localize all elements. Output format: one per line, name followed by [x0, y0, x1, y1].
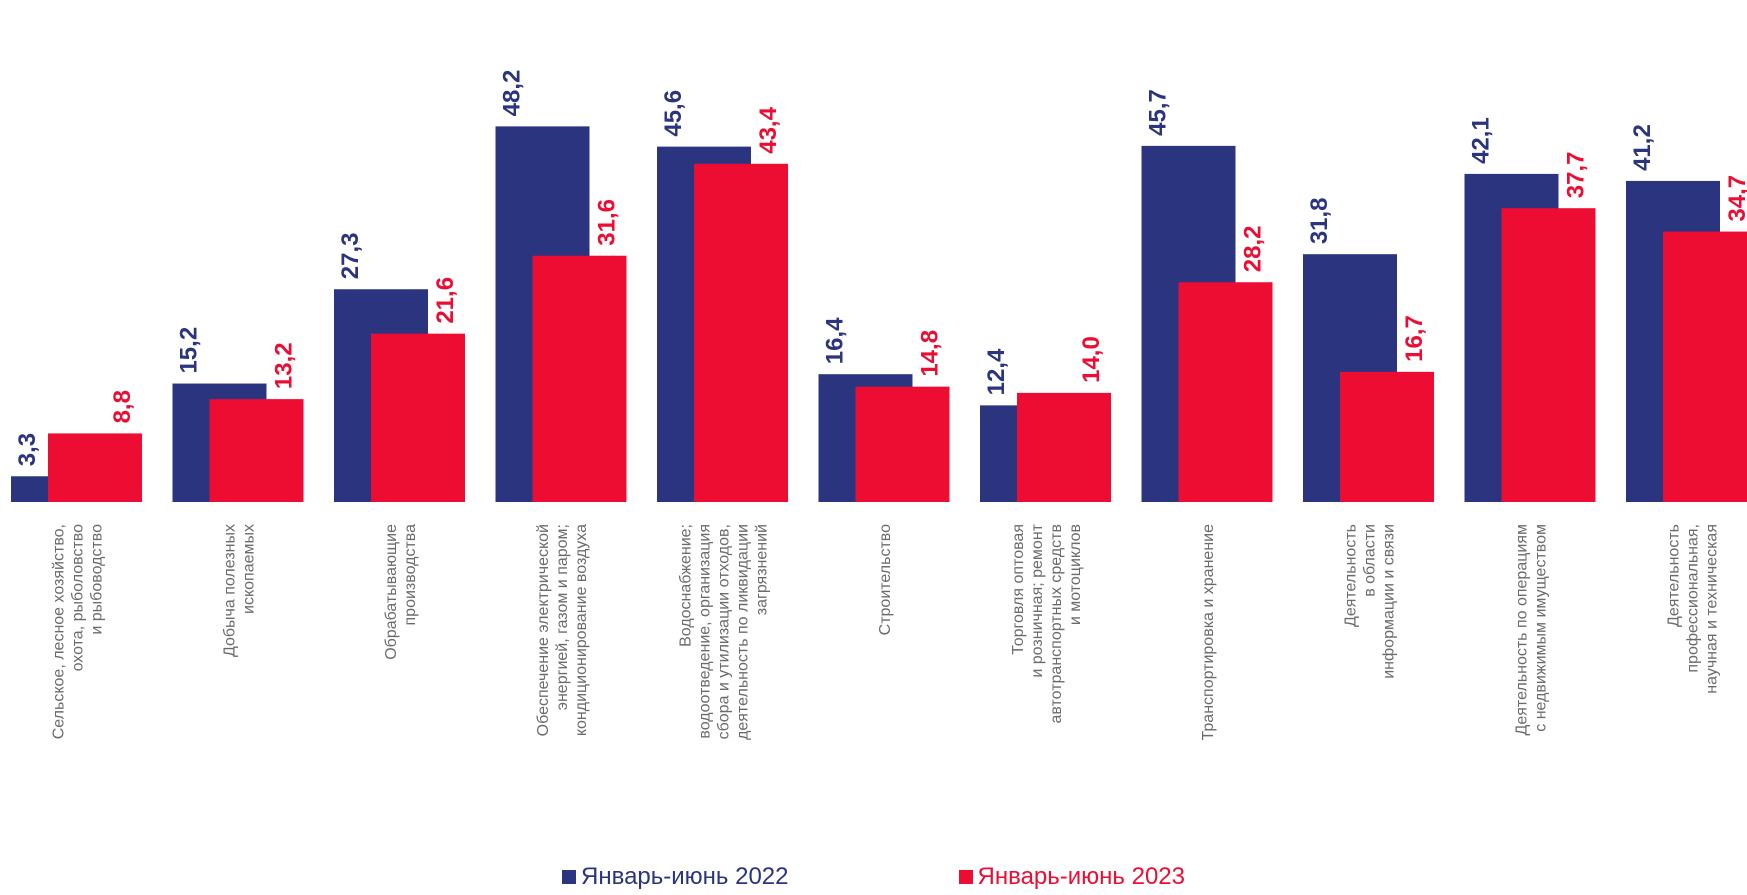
category-label: профессиональная,	[1685, 524, 1702, 673]
category-label: сбора и утилизации отходов,	[716, 524, 733, 739]
category-label: Деятельность по операциям	[1514, 524, 1531, 735]
data-label-2023: 28,2	[1240, 226, 1267, 273]
data-label-2022: 12,4	[983, 348, 1010, 395]
category-label: с недвижимым имуществом	[1533, 524, 1550, 732]
category-label: Обеспечение электрической	[535, 524, 552, 736]
category-label: охота, рыболовство	[70, 524, 87, 672]
category-label: энергией, газом и паром;	[554, 524, 571, 710]
bar-2023	[371, 333, 465, 502]
category-label: кондиционирование воздуха	[573, 524, 590, 736]
data-label-2023: 13,2	[271, 342, 298, 389]
data-label-2023: 8,8	[109, 390, 136, 423]
category-label: Сельское, лесное хозяйство,	[51, 524, 68, 739]
data-label-2022: 31,8	[1306, 197, 1333, 244]
legend-item-2023: Январь-июнь 2023	[958, 862, 1185, 892]
bar-chart: 3,3 8,8 Сельское, лесное хозяйство, охота, …	[11, 70, 1747, 741]
category-label: Деятельность	[1343, 524, 1360, 627]
category-label: и рыбоводство	[89, 524, 106, 635]
bar-2023	[1340, 371, 1434, 502]
bar-2023	[532, 255, 627, 502]
data-label-2023: 34,7	[1724, 175, 1747, 222]
category-label: в области	[1362, 524, 1379, 597]
data-label-2022: 15,2	[176, 327, 203, 374]
data-label-2023: 16,7	[1401, 315, 1428, 362]
legend-label-2023: Январь-июнь 2023	[977, 863, 1185, 890]
category-label: водоотведение, организация	[697, 524, 714, 739]
legend-label-2022: Январь-июнь 2022	[581, 863, 789, 890]
bar-2023	[1663, 231, 1747, 502]
data-label-2023: 43,4	[755, 106, 782, 153]
legend-swatch-2023	[958, 870, 973, 884]
bar-2023	[1017, 392, 1111, 502]
bar-2023	[209, 399, 304, 502]
legend-swatch-2022	[562, 870, 577, 884]
category-label: ископаемых	[241, 524, 258, 614]
data-label-2022: 3,3	[14, 433, 41, 466]
data-label-2022: 48,2	[499, 70, 526, 117]
category-label: информации и связи	[1381, 524, 1398, 679]
data-label-2023: 14,8	[917, 330, 944, 377]
data-label-2023: 21,6	[432, 277, 459, 324]
data-label-2023: 37,7	[1563, 151, 1590, 198]
data-label-2022: 41,2	[1629, 124, 1656, 171]
category-label: и мотоциклов	[1067, 524, 1084, 625]
bar-2023	[694, 163, 788, 503]
category-label: Обрабатывающие	[383, 524, 400, 660]
category-label: производства	[402, 524, 419, 626]
legend-item-2022: Январь-июнь 2022	[562, 862, 789, 892]
category-label: Деятельность	[1666, 524, 1683, 627]
category-label: Строительство	[877, 524, 894, 635]
data-label-2023: 14,0	[1078, 336, 1105, 383]
category-label: загрязнений	[754, 524, 771, 615]
bar-2023	[855, 386, 950, 502]
category-label: научная и техническая	[1704, 524, 1721, 694]
bar-2023	[1178, 282, 1273, 502]
bar-2023	[48, 433, 142, 502]
bar-2023	[1501, 208, 1596, 502]
data-label-2023: 31,6	[594, 199, 621, 246]
category-label: Добыча полезных	[222, 524, 239, 657]
data-label-2022: 45,7	[1145, 89, 1172, 136]
category-label: Транспортировка и хранение	[1200, 524, 1217, 741]
category-label: автотранспортных средств	[1048, 524, 1065, 724]
data-label-2022: 16,4	[822, 317, 849, 364]
data-label-2022: 27,3	[337, 233, 364, 280]
data-label-2022: 42,1	[1468, 117, 1495, 164]
category-label: Торговля оптовая	[1010, 524, 1027, 655]
category-label: деятельность по ликвидации	[735, 524, 752, 740]
category-label: Водоснабжение;	[678, 524, 695, 647]
legend: Январь-июнь 2022 Январь-июнь 2023	[0, 862, 1747, 892]
data-label-2022: 45,6	[660, 90, 687, 137]
category-label: и розничная; ремонт	[1029, 523, 1046, 677]
